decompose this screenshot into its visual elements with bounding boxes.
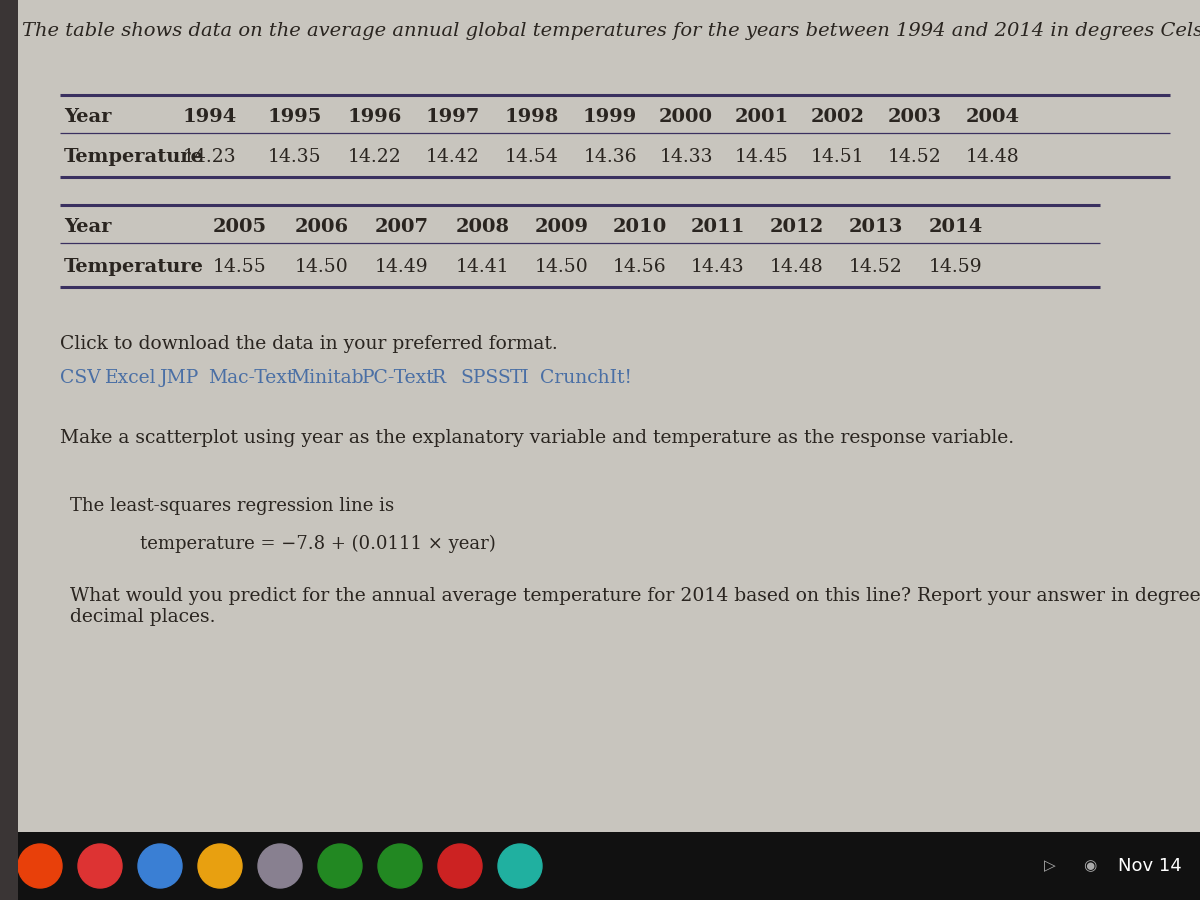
Text: 2001: 2001 — [734, 108, 790, 126]
Text: Temperature: Temperature — [64, 148, 204, 166]
Text: The table shows data on the average annual global temperatures for the years bet: The table shows data on the average annu… — [22, 22, 1200, 40]
Text: Click to download the data in your preferred format.: Click to download the data in your prefe… — [60, 335, 558, 353]
Text: PC-Text: PC-Text — [362, 369, 434, 387]
Text: 14.36: 14.36 — [583, 148, 637, 166]
Text: temperature = −7.8 + (0.0111 × year): temperature = −7.8 + (0.0111 × year) — [140, 535, 496, 554]
Text: 2009: 2009 — [535, 218, 589, 236]
Circle shape — [318, 844, 362, 888]
Circle shape — [18, 844, 62, 888]
Text: 1994: 1994 — [182, 108, 238, 126]
Text: 2006: 2006 — [295, 218, 349, 236]
Circle shape — [198, 844, 242, 888]
Text: 1995: 1995 — [268, 108, 322, 126]
Text: Make a scatterplot using year as the explanatory variable and temperature as the: Make a scatterplot using year as the exp… — [60, 429, 1014, 447]
Text: Nov 14: Nov 14 — [1118, 857, 1182, 875]
Text: 14.55: 14.55 — [214, 258, 266, 276]
Text: 2007: 2007 — [374, 218, 430, 236]
Circle shape — [258, 844, 302, 888]
Text: Excel: Excel — [106, 369, 156, 387]
Text: JMP: JMP — [160, 369, 199, 387]
Text: 1997: 1997 — [426, 108, 480, 126]
Text: 2000: 2000 — [659, 108, 713, 126]
Text: 14.51: 14.51 — [811, 148, 865, 166]
Text: Minitab: Minitab — [290, 369, 364, 387]
Text: 2012: 2012 — [770, 218, 824, 236]
Text: ▷: ▷ — [1044, 859, 1056, 874]
Circle shape — [378, 844, 422, 888]
Text: 14.52: 14.52 — [850, 258, 902, 276]
Text: 14.49: 14.49 — [376, 258, 428, 276]
Text: SPSS: SPSS — [460, 369, 511, 387]
Text: ◉: ◉ — [1084, 859, 1097, 874]
Text: 14.23: 14.23 — [184, 148, 236, 166]
Text: CrunchIt!: CrunchIt! — [540, 369, 632, 387]
Text: 14.33: 14.33 — [659, 148, 713, 166]
Text: 14.45: 14.45 — [736, 148, 788, 166]
Text: 2005: 2005 — [212, 218, 268, 236]
Text: 14.54: 14.54 — [505, 148, 559, 166]
Text: 14.59: 14.59 — [929, 258, 983, 276]
Text: TI: TI — [510, 369, 529, 387]
Text: 14.43: 14.43 — [691, 258, 745, 276]
Text: The least-squares regression line is: The least-squares regression line is — [70, 497, 394, 515]
Text: 14.48: 14.48 — [770, 258, 824, 276]
Circle shape — [498, 844, 542, 888]
Text: 14.50: 14.50 — [295, 258, 349, 276]
Text: 2003: 2003 — [888, 108, 942, 126]
Text: CSV: CSV — [60, 369, 101, 387]
Text: R: R — [432, 369, 446, 387]
Text: 2013: 2013 — [848, 218, 904, 236]
Text: 2008: 2008 — [456, 218, 510, 236]
Text: Year: Year — [64, 218, 112, 236]
Text: 14.35: 14.35 — [268, 148, 322, 166]
Text: 1999: 1999 — [583, 108, 637, 126]
Text: 14.48: 14.48 — [966, 148, 1020, 166]
Text: 14.56: 14.56 — [613, 258, 667, 276]
Circle shape — [78, 844, 122, 888]
Text: What would you predict for the annual average temperature for 2014 based on this: What would you predict for the annual av… — [70, 587, 1200, 626]
Text: 14.42: 14.42 — [426, 148, 480, 166]
Text: 14.50: 14.50 — [535, 258, 589, 276]
Bar — [0, 832, 1200, 900]
Circle shape — [438, 844, 482, 888]
Circle shape — [138, 844, 182, 888]
Bar — [0, 0, 18, 900]
Text: 2010: 2010 — [613, 218, 667, 236]
Text: Temperature: Temperature — [64, 258, 204, 276]
Text: 2014: 2014 — [929, 218, 983, 236]
Text: 1998: 1998 — [505, 108, 559, 126]
Text: 14.41: 14.41 — [456, 258, 510, 276]
Text: 14.22: 14.22 — [348, 148, 402, 166]
Text: Mac-Text: Mac-Text — [208, 369, 294, 387]
Text: 1996: 1996 — [348, 108, 402, 126]
Text: Year: Year — [64, 108, 112, 126]
Text: 2004: 2004 — [966, 108, 1020, 126]
Text: 2002: 2002 — [811, 108, 865, 126]
Text: 2011: 2011 — [691, 218, 745, 236]
Text: 14.52: 14.52 — [888, 148, 942, 166]
